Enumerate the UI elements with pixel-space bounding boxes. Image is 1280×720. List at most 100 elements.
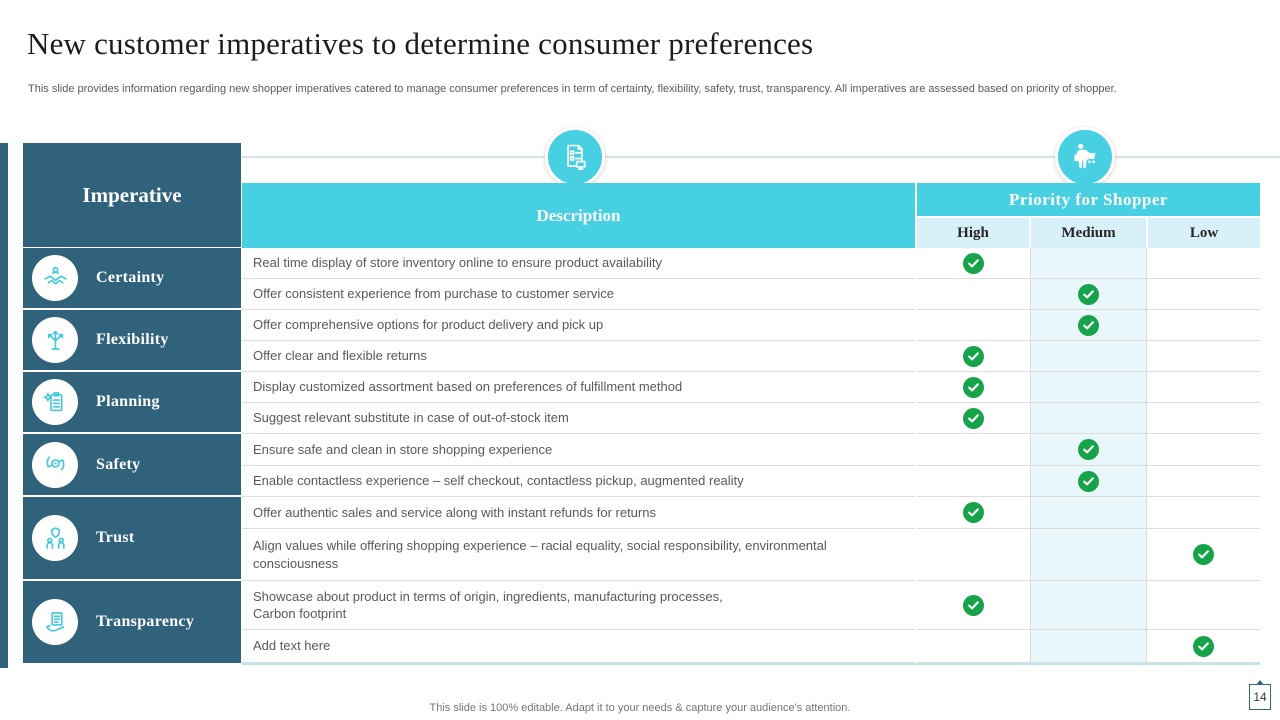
priority-cell-high[interactable] — [917, 403, 1030, 434]
table-row: Display customized assortment based on p… — [242, 372, 1260, 403]
table-row: Offer clear and flexible returns — [242, 341, 1260, 372]
priority-cell-medium[interactable] — [1030, 630, 1146, 663]
priority-for-shopper-header[interactable]: Priority for Shopper — [917, 183, 1260, 216]
sidebar-label: Certainty — [96, 269, 165, 286]
priority-cell-medium[interactable] — [1030, 372, 1146, 403]
priority-cell-high[interactable] — [917, 581, 1030, 630]
priority-cell-low[interactable] — [1146, 341, 1260, 372]
description-cell[interactable]: Enable contactless experience – self che… — [242, 466, 915, 497]
priority-cell-low[interactable] — [1146, 630, 1260, 663]
table-row: Suggest relevant substitute in case of o… — [242, 403, 1260, 434]
priority-cell-high[interactable] — [917, 434, 1030, 466]
page-title[interactable]: New customer imperatives to determine co… — [27, 26, 814, 61]
check-icon — [963, 502, 984, 523]
table-row: Align values while offering shopping exp… — [242, 529, 1260, 581]
document-checklist-icon — [545, 127, 605, 187]
description-cell[interactable]: Ensure safe and clean in store shopping … — [242, 434, 915, 466]
priority-cell-high[interactable] — [917, 341, 1030, 372]
priority-cell-low[interactable] — [1146, 403, 1260, 434]
check-icon — [963, 376, 984, 398]
description-cell[interactable]: Display customized assortment based on p… — [242, 372, 915, 403]
check-icon — [963, 345, 984, 367]
priority-cell-low[interactable] — [1146, 434, 1260, 466]
priority-cell-medium[interactable] — [1030, 497, 1146, 529]
sidebar-item-flexibility[interactable]: Flexibility — [23, 310, 241, 372]
check-icon — [963, 407, 984, 429]
priority-cell-high[interactable] — [917, 248, 1030, 279]
sidebar-label: Planning — [96, 393, 160, 410]
shopper-cart-icon — [1055, 127, 1115, 187]
sidebar-item-safety[interactable]: Safety — [23, 434, 241, 497]
priority-cell-medium[interactable] — [1030, 466, 1146, 497]
table-row: Showcase about product in terms of origi… — [242, 581, 1260, 630]
table-row: Ensure safe and clean in store shopping … — [242, 434, 1260, 466]
description-cell[interactable]: Suggest relevant substitute in case of o… — [242, 403, 915, 434]
description-cell[interactable]: Offer clear and flexible returns — [242, 341, 915, 372]
priority-cell-low[interactable] — [1146, 279, 1260, 310]
description-cell[interactable]: Add text here — [242, 630, 915, 663]
priority-cell-medium[interactable] — [1030, 341, 1146, 372]
sidebar-label: Transparency — [96, 613, 195, 630]
priority-cell-low[interactable] — [1146, 497, 1260, 529]
description-cell[interactable]: Align values while offering shopping exp… — [242, 529, 915, 581]
planning-clipboard-icon — [32, 379, 78, 425]
table-row: Real time display of store inventory onl… — [242, 248, 1260, 279]
imperative-column-header[interactable]: Imperative — [23, 143, 241, 247]
priority-cell-high[interactable] — [917, 529, 1030, 581]
priority-cell-medium[interactable] — [1030, 310, 1146, 341]
sidebar-item-transparency[interactable]: Transparency — [23, 581, 241, 663]
table-row: Enable contactless experience – self che… — [242, 466, 1260, 497]
page-number: 14 — [1249, 680, 1271, 710]
safety-hands-gear-icon — [32, 441, 78, 488]
trust-shield-people-icon — [32, 515, 78, 561]
priority-cell-high[interactable] — [917, 372, 1030, 403]
footer-note: This slide is 100% editable. Adapt it to… — [429, 702, 851, 714]
priority-cell-low[interactable] — [1146, 248, 1260, 279]
priority-cell-high[interactable] — [917, 279, 1030, 310]
priority-level-high[interactable]: High — [917, 218, 1029, 248]
priority-cell-low[interactable] — [1146, 310, 1260, 341]
check-icon — [1078, 439, 1099, 460]
priority-cell-low[interactable] — [1146, 529, 1260, 581]
description-cell[interactable]: Real time display of store inventory onl… — [242, 248, 915, 279]
check-icon — [1193, 635, 1214, 657]
priority-cell-low[interactable] — [1146, 372, 1260, 403]
check-icon — [1078, 283, 1099, 305]
sidebar-label: Safety — [96, 455, 141, 473]
sidebar-label: Trust — [96, 529, 135, 546]
table-body: Real time display of store inventory onl… — [242, 248, 1260, 665]
description-cell[interactable]: Offer authentic sales and service along … — [242, 497, 915, 529]
table-row: Offer authentic sales and service along … — [242, 497, 1260, 529]
priority-cell-high[interactable] — [917, 630, 1030, 663]
sidebar-item-planning[interactable]: Planning — [23, 372, 241, 434]
check-icon — [963, 252, 984, 274]
priority-cell-medium[interactable] — [1030, 279, 1146, 310]
priority-cell-medium[interactable] — [1030, 248, 1146, 279]
priority-cell-medium[interactable] — [1030, 403, 1146, 434]
priority-level-low[interactable]: Low — [1148, 218, 1260, 248]
priority-cell-medium[interactable] — [1030, 434, 1146, 466]
sidebar-item-trust[interactable]: Trust — [23, 497, 241, 581]
description-column-header[interactable]: Description — [242, 183, 915, 248]
priority-cell-high[interactable] — [917, 497, 1030, 529]
table-row: Offer comprehensive options for product … — [242, 310, 1260, 341]
certainty-handshake-icon — [32, 255, 78, 301]
priority-cell-low[interactable] — [1146, 466, 1260, 497]
sidebar-item-certainty[interactable]: Certainty — [23, 248, 241, 310]
left-accent-bar — [0, 143, 8, 668]
priority-cell-low[interactable] — [1146, 581, 1260, 630]
priority-cell-high[interactable] — [917, 466, 1030, 497]
description-cell[interactable]: Offer comprehensive options for product … — [242, 310, 915, 341]
check-icon — [1078, 314, 1099, 336]
priority-cell-high[interactable] — [917, 310, 1030, 341]
transparency-hand-document-icon — [32, 599, 78, 645]
priority-cell-medium[interactable] — [1030, 529, 1146, 581]
description-cell[interactable]: Showcase about product in terms of origi… — [242, 581, 915, 630]
check-icon — [963, 594, 984, 616]
check-icon — [1078, 470, 1099, 492]
priority-level-medium[interactable]: Medium — [1031, 218, 1146, 248]
slide-subtitle[interactable]: This slide provides information regardin… — [28, 83, 1117, 95]
description-cell[interactable]: Offer consistent experience from purchas… — [242, 279, 915, 310]
priority-cell-medium[interactable] — [1030, 581, 1146, 630]
